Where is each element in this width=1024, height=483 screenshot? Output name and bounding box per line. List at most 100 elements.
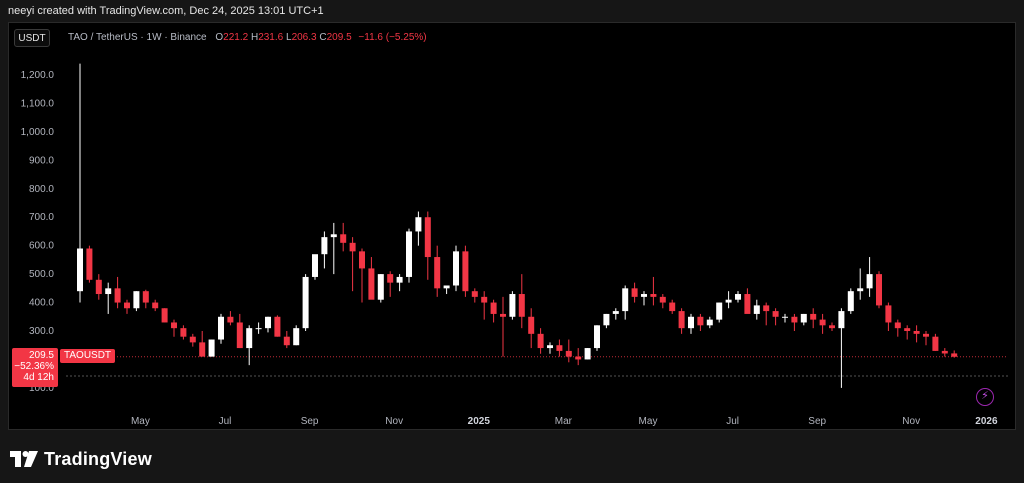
candle-body	[236, 322, 243, 349]
candle-body	[716, 302, 723, 320]
candle-body	[941, 350, 948, 354]
candle-body	[471, 291, 478, 297]
candle-body	[199, 342, 206, 357]
lightning-bolt-icon[interactable]: ⚡	[976, 388, 994, 406]
legend-low-value: 206.3	[291, 32, 317, 43]
candle-body	[443, 285, 450, 289]
candle-body	[847, 291, 854, 312]
candle-body	[904, 328, 911, 331]
last-price: 209.5	[28, 350, 54, 361]
candle-body	[688, 316, 694, 329]
candle-body	[923, 333, 929, 337]
candle-body	[424, 217, 431, 258]
candle-body	[133, 291, 140, 309]
y-tick-label: 600.0	[29, 241, 54, 252]
candle-body	[274, 316, 281, 337]
candle-body	[913, 331, 920, 334]
candle-body	[706, 319, 713, 326]
candle-body	[359, 251, 365, 269]
candle-body	[725, 299, 732, 303]
candle-body	[556, 345, 563, 351]
y-tick-label: 400.0	[29, 298, 54, 309]
candle-body	[227, 316, 234, 323]
candle-body	[876, 274, 882, 306]
candle-body	[612, 311, 619, 314]
candle-body	[565, 350, 572, 357]
x-tick-label: Jul	[726, 416, 739, 427]
candle-body	[951, 353, 958, 357]
candle-body	[283, 336, 290, 346]
candle-body	[208, 339, 215, 357]
y-tick-label: 100.0	[29, 383, 54, 394]
candle-body	[434, 257, 441, 289]
x-tick-label: May	[131, 416, 150, 427]
candle-body	[490, 302, 497, 314]
candle-body	[575, 356, 582, 360]
y-tick-label: 900.0	[29, 155, 54, 166]
candle-body	[744, 294, 751, 314]
y-tick-label: 1,000.0	[21, 127, 55, 138]
y-tick-label: 800.0	[29, 184, 54, 195]
x-tick-label: 2025	[468, 416, 491, 427]
candle-body	[152, 302, 159, 309]
candle-body	[330, 234, 337, 238]
legend-change: −11.6 (−5.25%)	[358, 32, 427, 43]
candle-body	[866, 274, 873, 289]
candle-body	[246, 328, 253, 349]
candle-body	[415, 217, 422, 232]
candle-body	[678, 311, 685, 329]
candle-body	[462, 251, 469, 292]
candle-body	[387, 274, 394, 283]
candle-body	[161, 308, 168, 323]
candle-body	[857, 288, 864, 292]
candle-body	[528, 316, 535, 334]
candle-body	[772, 311, 779, 317]
x-tick-label: Mar	[555, 416, 573, 427]
candle-body	[810, 313, 817, 320]
candle-body	[650, 294, 657, 297]
candle-body	[302, 276, 309, 329]
x-tick-label: Sep	[808, 416, 826, 427]
candle-body	[86, 248, 93, 280]
candle-body	[255, 328, 262, 330]
candle-body	[396, 276, 403, 283]
legend-title: TAO / TetherUS · 1W · Binance	[68, 32, 207, 43]
candle-body	[547, 345, 553, 349]
candle-body	[142, 291, 149, 303]
candle-body	[753, 305, 760, 314]
candle-body	[189, 336, 196, 343]
y-tick-label: 500.0	[29, 269, 54, 280]
legend-high-value: 231.6	[258, 32, 284, 43]
candle-body	[453, 251, 459, 286]
candle-body	[735, 294, 741, 300]
candle-body	[631, 288, 638, 297]
chart-frame[interactable]	[8, 22, 1016, 430]
candle-body	[659, 296, 666, 303]
tradingview-logo: TradingView	[10, 448, 152, 470]
candle-body	[377, 274, 384, 300]
candle-body	[77, 248, 83, 292]
x-tick-label: May	[639, 416, 658, 427]
candle-body	[312, 254, 318, 277]
candle-body	[622, 288, 629, 312]
candle-body	[500, 313, 506, 317]
candle-body	[218, 316, 224, 340]
candle-body	[885, 305, 892, 323]
legend-open-value: 221.2	[223, 32, 249, 43]
candle-body	[265, 316, 271, 329]
ohlc-legend: TAO / TetherUS · 1W · Binance O221.2 H23…	[68, 32, 427, 43]
legend-close-label: C	[319, 32, 327, 43]
last-price-box: 209.5 −52.36% 4d 12h	[12, 348, 58, 387]
candle-body	[293, 328, 300, 346]
currency-button[interactable]: USDT	[14, 29, 50, 47]
candle-body	[894, 322, 901, 329]
candle-body	[518, 294, 525, 317]
candle-body	[509, 294, 516, 317]
attribution-header: neeyi created with TradingView.com, Dec …	[0, 0, 1024, 22]
candle-body	[791, 316, 798, 323]
symbol-label: TAOUSDT	[60, 349, 116, 363]
candle-body	[171, 322, 177, 329]
candle-body	[368, 268, 375, 300]
candle-body	[114, 288, 121, 303]
